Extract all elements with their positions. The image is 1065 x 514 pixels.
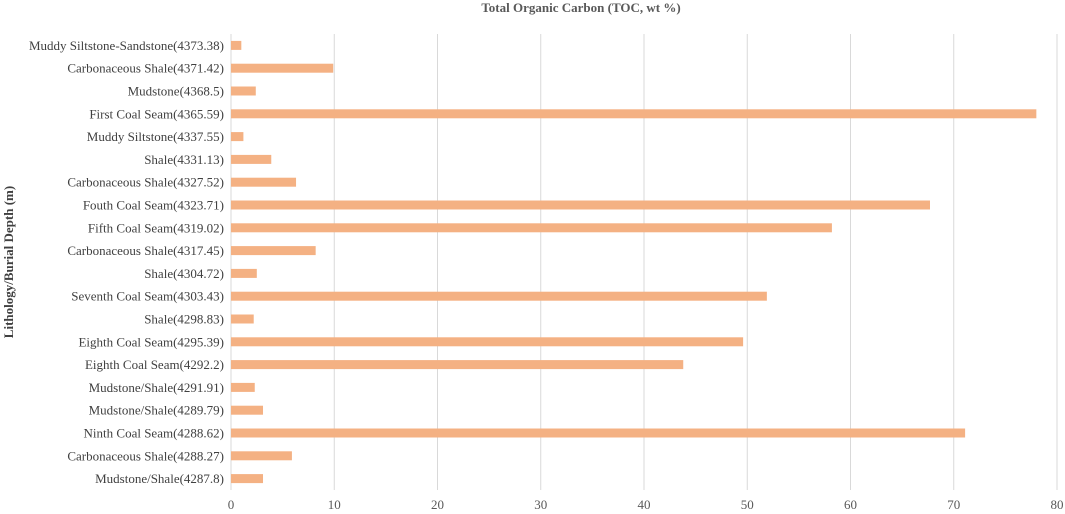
bar	[231, 405, 264, 415]
x-tick-label: 10	[328, 497, 341, 512]
category-label: Shale(4304.72)	[144, 266, 224, 281]
bar	[231, 474, 264, 484]
category-label: Fouth Coal Seam(4323.71)	[83, 198, 224, 213]
category-label: Mudstone/Shale(4291.91)	[89, 380, 224, 395]
bar	[231, 40, 242, 50]
bar	[231, 451, 292, 461]
bar	[231, 337, 744, 347]
gridlines	[230, 34, 1058, 490]
x-tick-label: 0	[228, 497, 235, 512]
category-label: First Coal Seam(4365.59)	[89, 106, 224, 121]
bar	[231, 382, 255, 392]
category-label: Muddy Siltstone(4337.55)	[87, 129, 224, 144]
category-label: Eighth Coal Seam(4292.2)	[85, 357, 224, 372]
category-label: Ninth Coal Seam(4288.62)	[84, 426, 224, 441]
bars	[231, 40, 1037, 484]
category-label: Mudstone/Shale(4289.79)	[89, 403, 224, 418]
bar	[231, 314, 254, 324]
bar	[231, 86, 256, 96]
x-tick-label: 60	[844, 497, 857, 512]
bar	[231, 223, 832, 233]
category-label: Carbonaceous Shale(4288.27)	[67, 448, 224, 463]
category-label: Carbonaceous Shale(4371.42)	[67, 61, 224, 76]
bar	[231, 177, 297, 187]
chart-title: Total Organic Carbon (TOC, wt %)	[481, 0, 680, 15]
category-label: Shale(4298.83)	[144, 312, 224, 327]
category-label: Muddy Siltstone-Sandstone(4373.38)	[29, 38, 224, 53]
y-axis-label: Lithology/Burial Depth (m)	[1, 186, 16, 338]
bar	[231, 63, 334, 73]
x-tick-label: 70	[947, 497, 960, 512]
bar	[231, 360, 684, 370]
bar	[231, 200, 931, 210]
category-label: Carbonaceous Shale(4317.45)	[67, 243, 224, 258]
category-label: Mudstone/Shale(4287.8)	[95, 471, 224, 486]
bar	[231, 268, 257, 278]
category-label: Shale(4331.13)	[144, 152, 224, 167]
bar	[231, 428, 966, 438]
x-tick-label: 30	[534, 497, 547, 512]
category-label: Carbonaceous Shale(4327.52)	[67, 175, 224, 190]
bar	[231, 132, 244, 142]
x-tick-label: 80	[1051, 497, 1064, 512]
category-label: Eighth Coal Seam(4295.39)	[78, 334, 224, 349]
bar	[231, 154, 272, 164]
category-label: Seventh Coal Seam(4303.43)	[71, 289, 224, 304]
bar	[231, 246, 316, 256]
category-label: Mudstone(4368.5)	[128, 84, 224, 99]
x-tick-label: 50	[741, 497, 754, 512]
bar	[231, 291, 767, 301]
category-label: Fifth Coal Seam(4319.02)	[88, 220, 224, 235]
x-tick-label: 20	[431, 497, 444, 512]
category-labels: Muddy Siltstone-Sandstone(4373.38) Carbon…	[29, 38, 224, 486]
bar	[231, 109, 1037, 119]
x-tick-labels: 0 10 20 30 40 50 60 70 80	[228, 497, 1064, 512]
x-tick-label: 40	[638, 497, 651, 512]
